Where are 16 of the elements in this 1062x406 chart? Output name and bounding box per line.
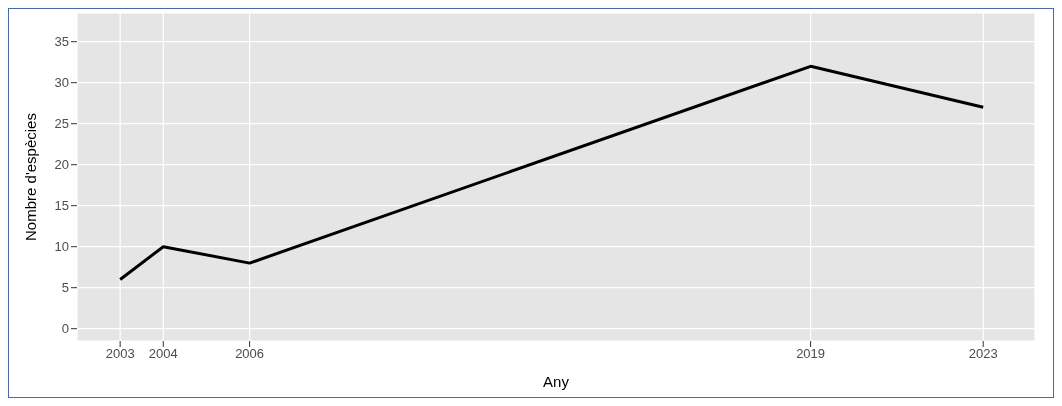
y-tick-label: 20 xyxy=(54,157,69,173)
y-tick-label: 10 xyxy=(54,239,69,255)
x-tick-label: 2019 xyxy=(796,346,826,362)
y-tick-label: 0 xyxy=(61,321,69,337)
line-series xyxy=(118,64,985,281)
y-tick-label: 15 xyxy=(54,198,69,214)
x-tick-label: 2023 xyxy=(968,346,998,362)
y-tick-label: 30 xyxy=(54,75,69,91)
x-axis-title: Any xyxy=(543,373,570,390)
x-tick-label: 2004 xyxy=(148,346,178,362)
x-tick-label: 2003 xyxy=(105,346,135,362)
y-tick-label: 25 xyxy=(54,116,69,132)
y-tick-label: 35 xyxy=(54,34,69,50)
y-tick-label: 5 xyxy=(61,280,69,296)
x-tick-label: 2006 xyxy=(235,346,265,362)
y-axis-title: Nombre d'espècies xyxy=(22,113,40,241)
